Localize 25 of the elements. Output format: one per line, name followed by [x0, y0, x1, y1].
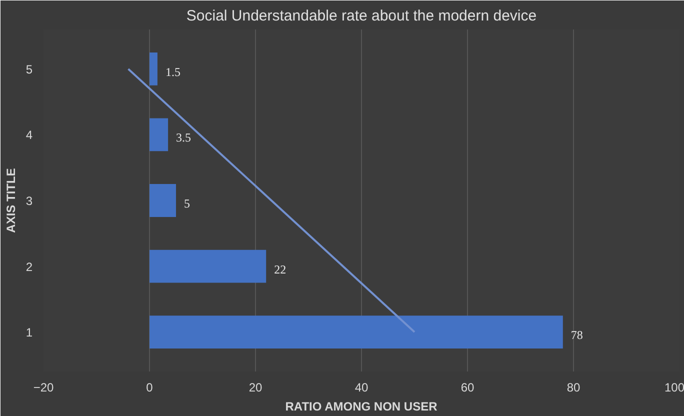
chart-title: Social Understandable rate about the modern device: [186, 8, 537, 24]
bar: [150, 118, 168, 152]
data-label: 1.5: [165, 64, 180, 79]
bar: [150, 250, 266, 283]
y-tick-label: 1: [26, 326, 33, 340]
y-axis-title: AXIS TITLE: [4, 168, 18, 233]
x-tick-label: 40: [354, 380, 368, 394]
data-label: 3.5: [176, 130, 192, 145]
x-tick-label: 100: [664, 380, 684, 394]
y-tick-label: 2: [26, 260, 33, 274]
x-tick-label: 80: [566, 380, 580, 394]
x-axis-title: RATIO AMONG NON USER: [285, 400, 438, 414]
x-tick-label: 20: [248, 380, 262, 394]
x-tick-label: 0: [146, 380, 154, 394]
x-tick-label: −20: [33, 380, 54, 394]
bar: [150, 52, 158, 86]
data-label: 22: [274, 262, 286, 276]
data-label: 5: [184, 196, 190, 210]
x-tick-label: 60: [460, 380, 474, 394]
y-tick-label: 5: [26, 62, 33, 76]
bar: [150, 316, 563, 348]
y-tick-label: 3: [26, 194, 33, 208]
bar: [150, 184, 176, 217]
y-tick-label: 4: [26, 128, 33, 142]
data-label: 78: [570, 328, 583, 342]
